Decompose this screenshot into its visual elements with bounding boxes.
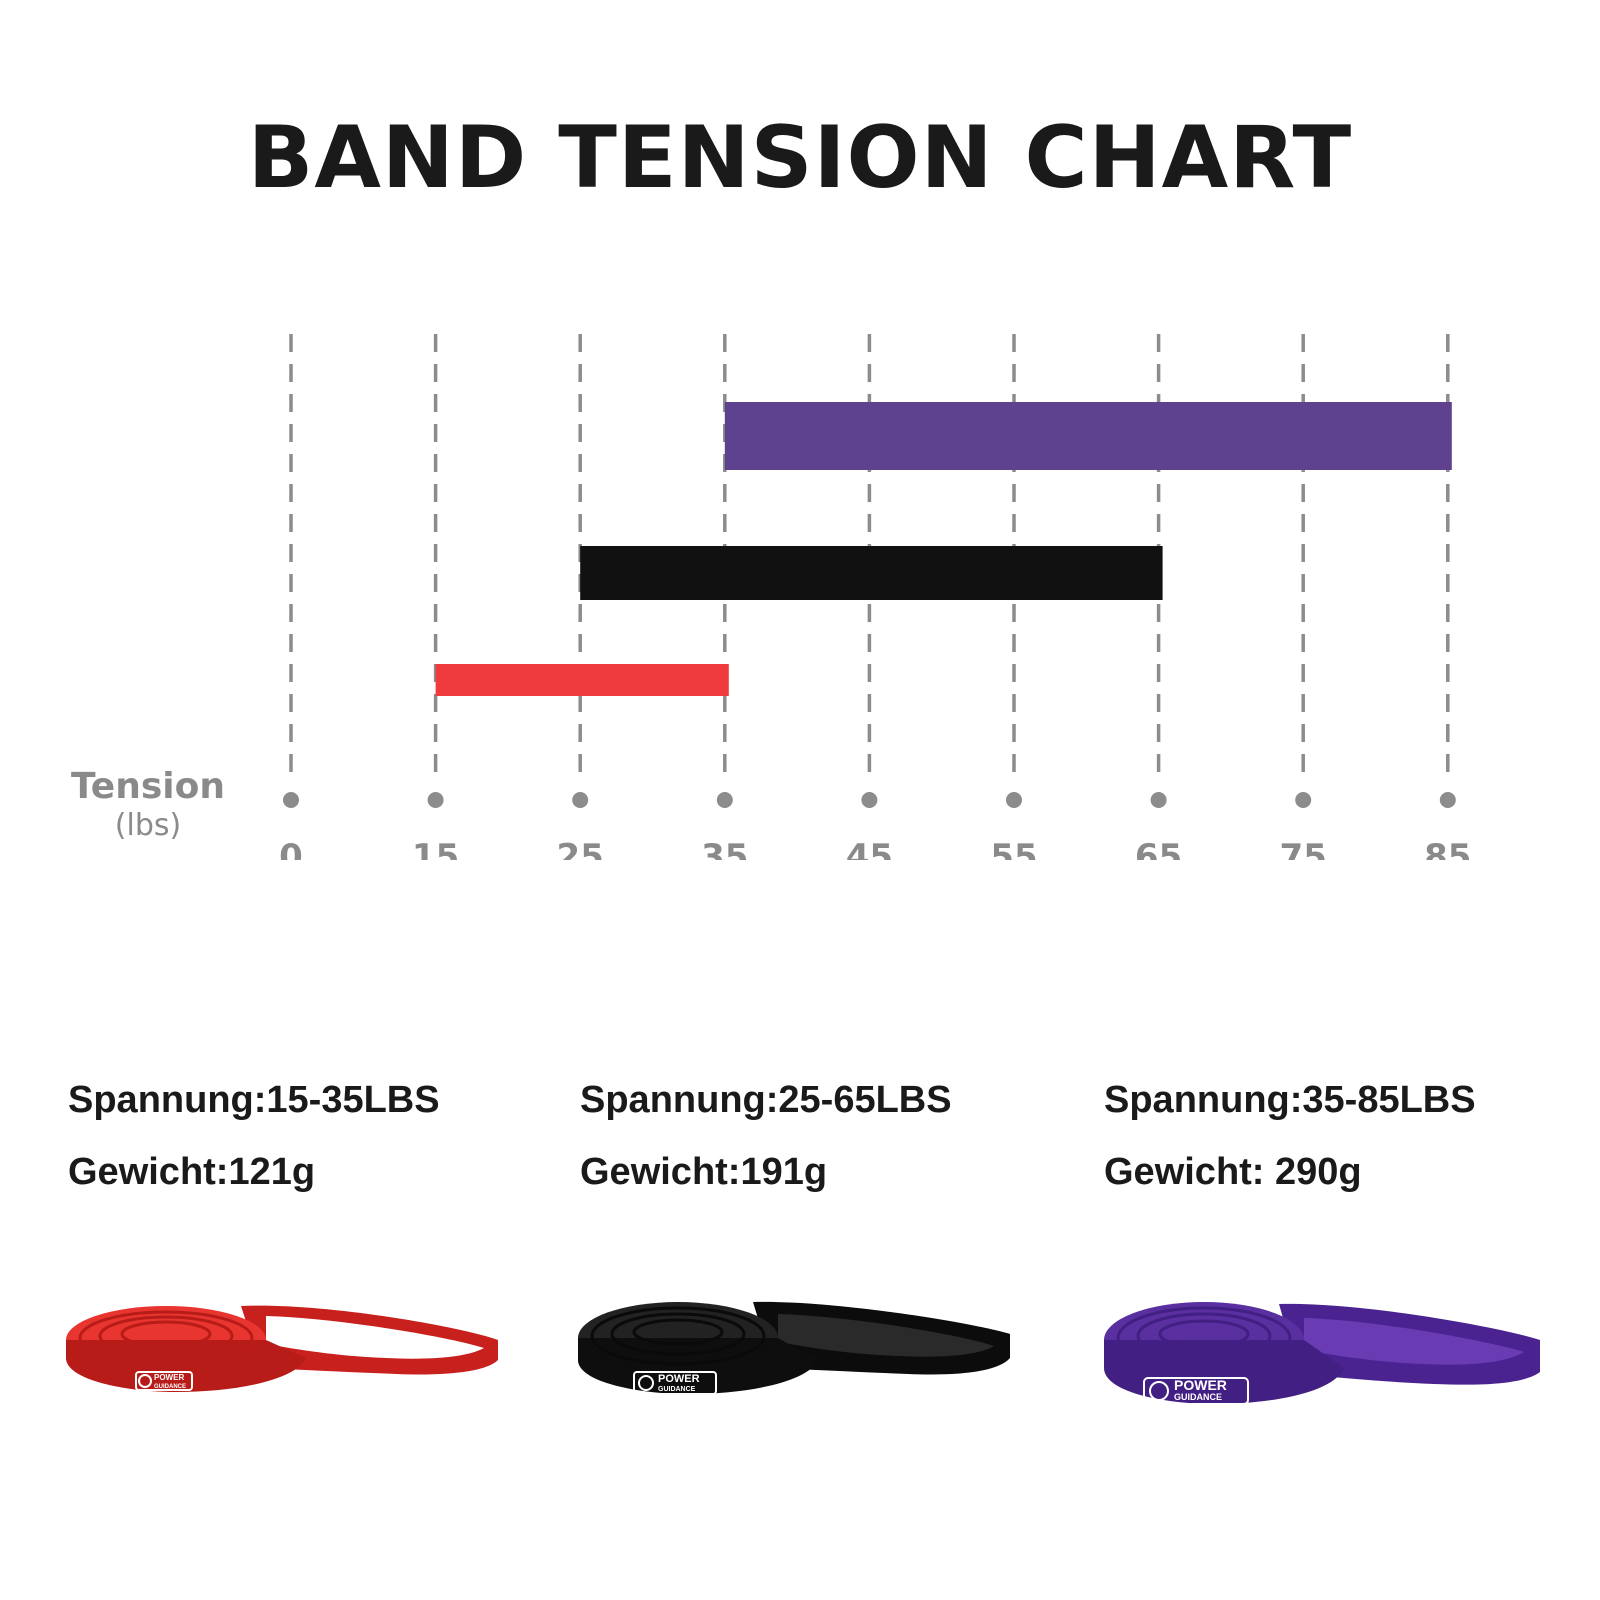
- band-tension-red: Spannung:15-35LBS: [68, 1079, 440, 1121]
- svg-text:POWER: POWER: [658, 1373, 700, 1385]
- svg-text:POWER: POWER: [154, 1373, 184, 1382]
- band-spec-purple: Spannung:35-85LBS Gewicht: 290g: [1104, 1078, 1564, 1222]
- tension-bar: [580, 546, 1163, 600]
- svg-text:GUIDANCE: GUIDANCE: [658, 1386, 696, 1393]
- tick-label: 65: [1135, 837, 1182, 860]
- band-spec-red: Spannung:15-35LBS Gewicht:121g: [68, 1078, 528, 1222]
- tick-dot: [427, 792, 444, 808]
- tension-bar: [724, 402, 1452, 470]
- bars: [435, 402, 1452, 696]
- tick-dot: [1295, 792, 1312, 808]
- power-guidance-logo: [135, 1371, 193, 1391]
- tick-dot: [572, 792, 589, 808]
- tick-label: 55: [990, 837, 1037, 860]
- band-image-red: POWER GUIDANCE: [66, 1305, 498, 1392]
- tension-bar: [435, 664, 729, 696]
- power-guidance-logo: [633, 1371, 717, 1395]
- chart-title: BAND TENSION CHART: [247, 108, 1353, 208]
- tick-dot: [283, 792, 299, 808]
- tick-dots: [283, 792, 1456, 808]
- band-weight-red: Gewicht:121g: [68, 1151, 316, 1193]
- tick-label: 45: [846, 837, 893, 860]
- tick-dot: [1150, 792, 1167, 808]
- tick-labels: 0 15 25 35 45 55 65 75 85: [279, 837, 1471, 860]
- svg-text:GUIDANCE: GUIDANCE: [154, 1384, 186, 1390]
- tick-dot: [1439, 792, 1456, 808]
- power-guidance-logo: [1143, 1377, 1249, 1405]
- svg-text:POWER: POWER: [1174, 1377, 1227, 1393]
- tick-label: 75: [1280, 837, 1327, 860]
- band-weight-purple: Gewicht: 290g: [1104, 1151, 1362, 1193]
- tick-label: 0: [279, 837, 303, 860]
- tick-dot: [716, 792, 733, 808]
- band-image-purple: POWER GUIDANCE: [1104, 1302, 1540, 1405]
- tick-dot: [1006, 792, 1022, 808]
- tick-label: 85: [1424, 837, 1471, 860]
- band-tension-black: Spannung:25-65LBS: [580, 1079, 952, 1121]
- band-spec-black: Spannung:25-65LBS Gewicht:191g: [580, 1078, 1040, 1222]
- tick-label: 25: [557, 837, 604, 860]
- x-axis-label: Tension: [71, 766, 225, 807]
- tick-label: 35: [701, 837, 748, 860]
- tick-label: 15: [412, 837, 459, 860]
- svg-text:GUIDANCE: GUIDANCE: [1174, 1392, 1222, 1402]
- tick-dot: [861, 792, 878, 808]
- band-tension-purple: Spannung:35-85LBS: [1104, 1079, 1476, 1121]
- band-image-black: POWER GUIDANCE: [578, 1301, 1010, 1395]
- x-axis-unit: (lbs): [115, 808, 181, 843]
- band-weight-black: Gewicht:191g: [580, 1151, 828, 1193]
- tension-chart: 0 15 25 35 45 55 65 75 85 Tension (lbs): [71, 334, 1471, 860]
